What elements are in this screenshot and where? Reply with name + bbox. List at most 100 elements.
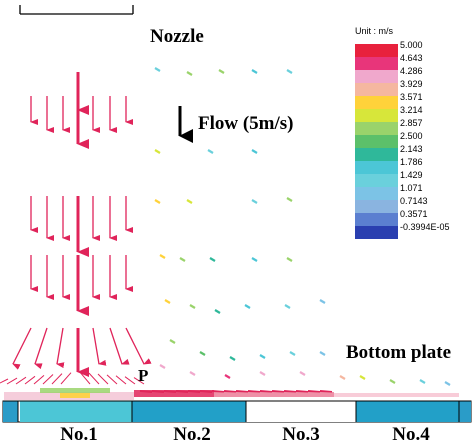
- velocity-vector: [6, 377, 18, 385]
- velocity-vector: [79, 371, 91, 385]
- legend-tick-label: 3.214: [400, 105, 423, 115]
- nozzle-label: Nozzle: [150, 26, 204, 47]
- velocity-vector: [244, 304, 251, 309]
- velocity-vector: [154, 199, 161, 204]
- region-label-no3: No.3: [282, 424, 320, 445]
- legend-swatch: [355, 96, 398, 109]
- jet-vector-arrows: [12, 72, 152, 377]
- velocity-vector: [339, 375, 346, 380]
- velocity-vector: [307, 390, 321, 393]
- legend-swatch: [355, 44, 398, 57]
- velocity-vector: [286, 197, 293, 202]
- velocity-vector: [389, 379, 396, 384]
- legend-tick-label: 3.571: [400, 92, 423, 102]
- velocity-vector: [259, 354, 266, 359]
- legend-colorbar: [355, 40, 398, 248]
- velocity-vector: [97, 373, 109, 385]
- velocity-vector: [92, 327, 107, 366]
- velocity-vector: [179, 257, 186, 262]
- legend-tick-label: 0.7143: [400, 196, 428, 206]
- velocity-vector: [15, 376, 27, 385]
- velocity-vector: [42, 374, 54, 385]
- velocity-vector: [133, 377, 145, 385]
- legend-tick-label: 1.786: [400, 157, 423, 167]
- color-legend: Unit : m/s 5.000 4.643 4.286 3.929 3.571 3.21…: [352, 18, 470, 254]
- velocity-vector: [286, 69, 293, 74]
- velocity-vector: [106, 374, 118, 385]
- velocity-vector: [124, 376, 136, 385]
- velocity-vector: [154, 149, 161, 154]
- velocity-vector: [319, 390, 333, 393]
- velocity-vector: [247, 390, 261, 393]
- velocity-vector: [34, 327, 48, 370]
- velocity-vector: [235, 390, 249, 393]
- flow-scale-label: Flow (5m/s): [198, 113, 294, 134]
- velocity-vector: [229, 356, 236, 361]
- legend-swatch: [355, 109, 398, 122]
- velocity-vector: [24, 375, 36, 385]
- velocity-vector: [60, 372, 72, 385]
- bottom-plate: [2, 388, 472, 423]
- velocity-vector: [286, 257, 293, 262]
- legend-swatch: [355, 83, 398, 96]
- velocity-vector: [159, 254, 166, 259]
- velocity-vector: [199, 351, 206, 356]
- velocity-vector: [271, 390, 285, 393]
- legend-tick-label: 0.3571: [400, 209, 428, 219]
- velocity-vector: [295, 390, 309, 393]
- velocity-vector: [251, 199, 258, 204]
- plate-region-no4: [356, 401, 459, 422]
- legend-swatch: [355, 161, 398, 174]
- velocity-vector: [251, 149, 258, 154]
- velocity-vector: [283, 390, 297, 393]
- velocity-vector: [125, 327, 152, 365]
- velocity-vector: [33, 375, 45, 385]
- legend-swatch: [355, 135, 398, 148]
- legend-swatch: [355, 213, 398, 226]
- legend-tick-label: 3.929: [400, 79, 423, 89]
- legend-tick-label: 4.286: [400, 66, 423, 76]
- velocity-vector: [251, 257, 258, 262]
- velocity-vector: [154, 67, 161, 72]
- region-label-no2: No.2: [173, 424, 211, 445]
- legend-tick-label: 2.143: [400, 144, 423, 154]
- velocity-vector: [223, 390, 237, 393]
- legend-tick-label: 2.500: [400, 131, 423, 141]
- velocity-vector: [186, 71, 193, 76]
- legend-swatch: [355, 57, 398, 70]
- plate-region-no1: [3, 401, 18, 422]
- velocity-vector: [115, 375, 127, 385]
- velocity-vector: [259, 390, 273, 393]
- legend-tick-label: 4.643: [400, 53, 423, 63]
- plate-region-no3: [246, 401, 356, 422]
- ambient-vector-marks: [154, 67, 451, 386]
- legend-tick-label: 1.429: [400, 170, 423, 180]
- velocity-vector: [169, 339, 176, 344]
- velocity-vector: [251, 69, 258, 74]
- velocity-vector: [0, 378, 9, 384]
- legend-tick-label: 2.857: [400, 118, 423, 128]
- velocity-vector: [444, 381, 451, 386]
- velocity-vector: [419, 379, 426, 384]
- velocity-vector: [209, 257, 216, 262]
- velocity-vector: [359, 375, 366, 380]
- velocity-vector: [218, 69, 225, 74]
- legend-tick-label: 1.071: [400, 183, 423, 193]
- velocity-vector: [319, 351, 326, 356]
- legend-swatch: [355, 70, 398, 83]
- velocity-vector: [299, 371, 306, 376]
- velocity-vector: [12, 327, 32, 370]
- velocity-vector: [214, 309, 221, 314]
- region-label-no4: No.4: [392, 424, 430, 445]
- legend-swatch: [355, 187, 398, 200]
- velocity-vector: [88, 372, 100, 385]
- region-label-no1: No.1: [60, 424, 98, 445]
- velocity-vector: [207, 149, 214, 154]
- legend-swatch: [355, 174, 398, 187]
- velocity-vector: [186, 199, 193, 204]
- plate-region-no2: [132, 401, 246, 422]
- velocity-vector: [164, 299, 171, 304]
- legend-swatch: [355, 226, 398, 239]
- velocity-vector: [109, 327, 130, 365]
